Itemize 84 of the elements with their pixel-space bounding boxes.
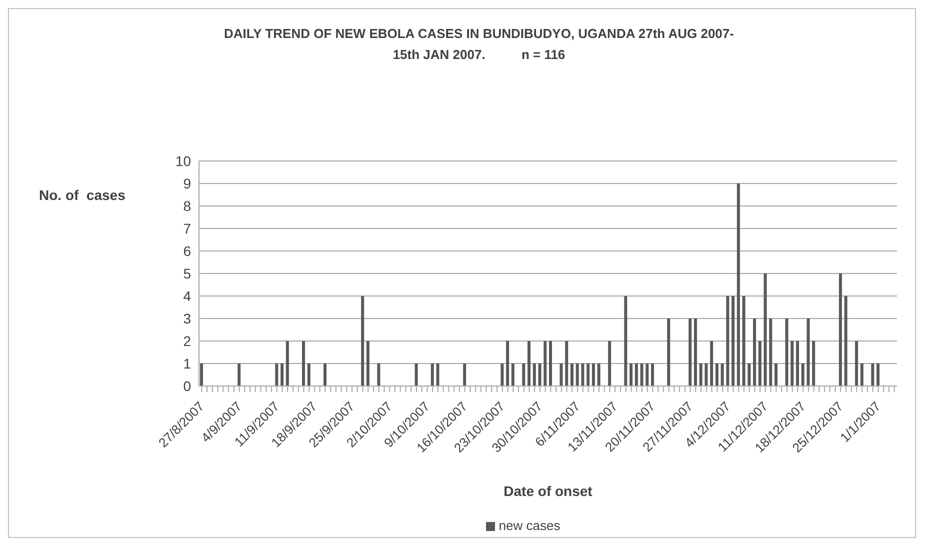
bar <box>726 296 730 386</box>
bar <box>528 341 531 386</box>
bar <box>758 341 762 386</box>
bar <box>307 364 310 386</box>
bar <box>286 341 289 386</box>
bar <box>576 364 579 386</box>
bar <box>430 364 434 386</box>
bar <box>812 341 816 386</box>
bar <box>667 318 670 386</box>
y-tick-label: 5 <box>183 265 192 282</box>
bar <box>806 318 810 386</box>
bar <box>361 296 364 386</box>
bar <box>500 364 504 386</box>
bar <box>608 341 612 386</box>
y-tick-label: 2 <box>183 332 192 349</box>
bar <box>463 364 466 386</box>
bar <box>844 296 848 386</box>
bar <box>377 364 380 386</box>
bar <box>742 296 746 386</box>
bar <box>630 364 633 386</box>
bar <box>801 364 804 386</box>
bar <box>774 364 778 386</box>
bar <box>624 296 628 386</box>
bar <box>704 364 708 386</box>
bar <box>720 364 724 386</box>
y-tick-label: 0 <box>183 378 192 394</box>
bar <box>532 364 536 386</box>
bar <box>871 364 874 386</box>
bar <box>790 341 794 386</box>
y-tick-label: 3 <box>183 310 192 326</box>
bar <box>646 364 649 386</box>
bar <box>302 341 306 386</box>
bar <box>323 364 326 386</box>
bar <box>764 274 767 386</box>
y-tick-label: 7 <box>183 220 192 236</box>
bar <box>736 184 740 386</box>
bar <box>549 341 552 386</box>
bar <box>414 364 418 386</box>
legend-label: new cases <box>498 518 560 533</box>
bar <box>694 318 697 386</box>
y-tick-label: 1 <box>183 355 192 372</box>
bar <box>560 364 563 386</box>
bar <box>710 341 714 386</box>
y-tick-label: 10 <box>175 152 192 169</box>
bar <box>796 341 799 386</box>
bar <box>732 296 735 386</box>
bar <box>565 341 568 386</box>
bar <box>640 364 644 386</box>
bar <box>651 364 654 386</box>
bar <box>506 341 510 386</box>
bar <box>855 341 858 386</box>
y-axis-title: No. of cases <box>39 187 126 203</box>
bar <box>748 364 751 386</box>
bar <box>538 364 542 386</box>
y-tick-label: 9 <box>183 175 192 192</box>
x-axis-title: Date of onset <box>504 483 593 499</box>
y-tick-label: 6 <box>183 242 192 259</box>
bar <box>860 364 864 386</box>
bar <box>275 364 278 386</box>
bar <box>688 318 692 386</box>
bar <box>753 318 756 386</box>
y-tick-label: 8 <box>183 198 192 214</box>
bar <box>436 364 440 386</box>
y-tick-label: 4 <box>183 288 192 304</box>
chart-title: DAILY TREND OF NEW EBOLA CASES IN BUNDIBUDYO, UGANDA 27th AUG 2007- 15th JAN 2007. n = 116 <box>223 25 735 64</box>
bar <box>522 364 526 386</box>
bar <box>876 364 880 386</box>
bar <box>280 364 284 386</box>
bar <box>366 341 370 386</box>
bar <box>570 364 574 386</box>
bar <box>586 364 590 386</box>
bar <box>511 364 514 386</box>
bar <box>634 364 638 386</box>
bar <box>769 318 772 386</box>
bar <box>715 364 718 386</box>
bar <box>200 364 203 386</box>
bar <box>592 364 595 386</box>
bar <box>838 274 842 386</box>
bar <box>238 364 241 386</box>
bar <box>699 364 702 386</box>
bar <box>544 341 547 386</box>
bar <box>785 318 788 386</box>
bar <box>581 364 584 386</box>
bar <box>597 364 600 386</box>
